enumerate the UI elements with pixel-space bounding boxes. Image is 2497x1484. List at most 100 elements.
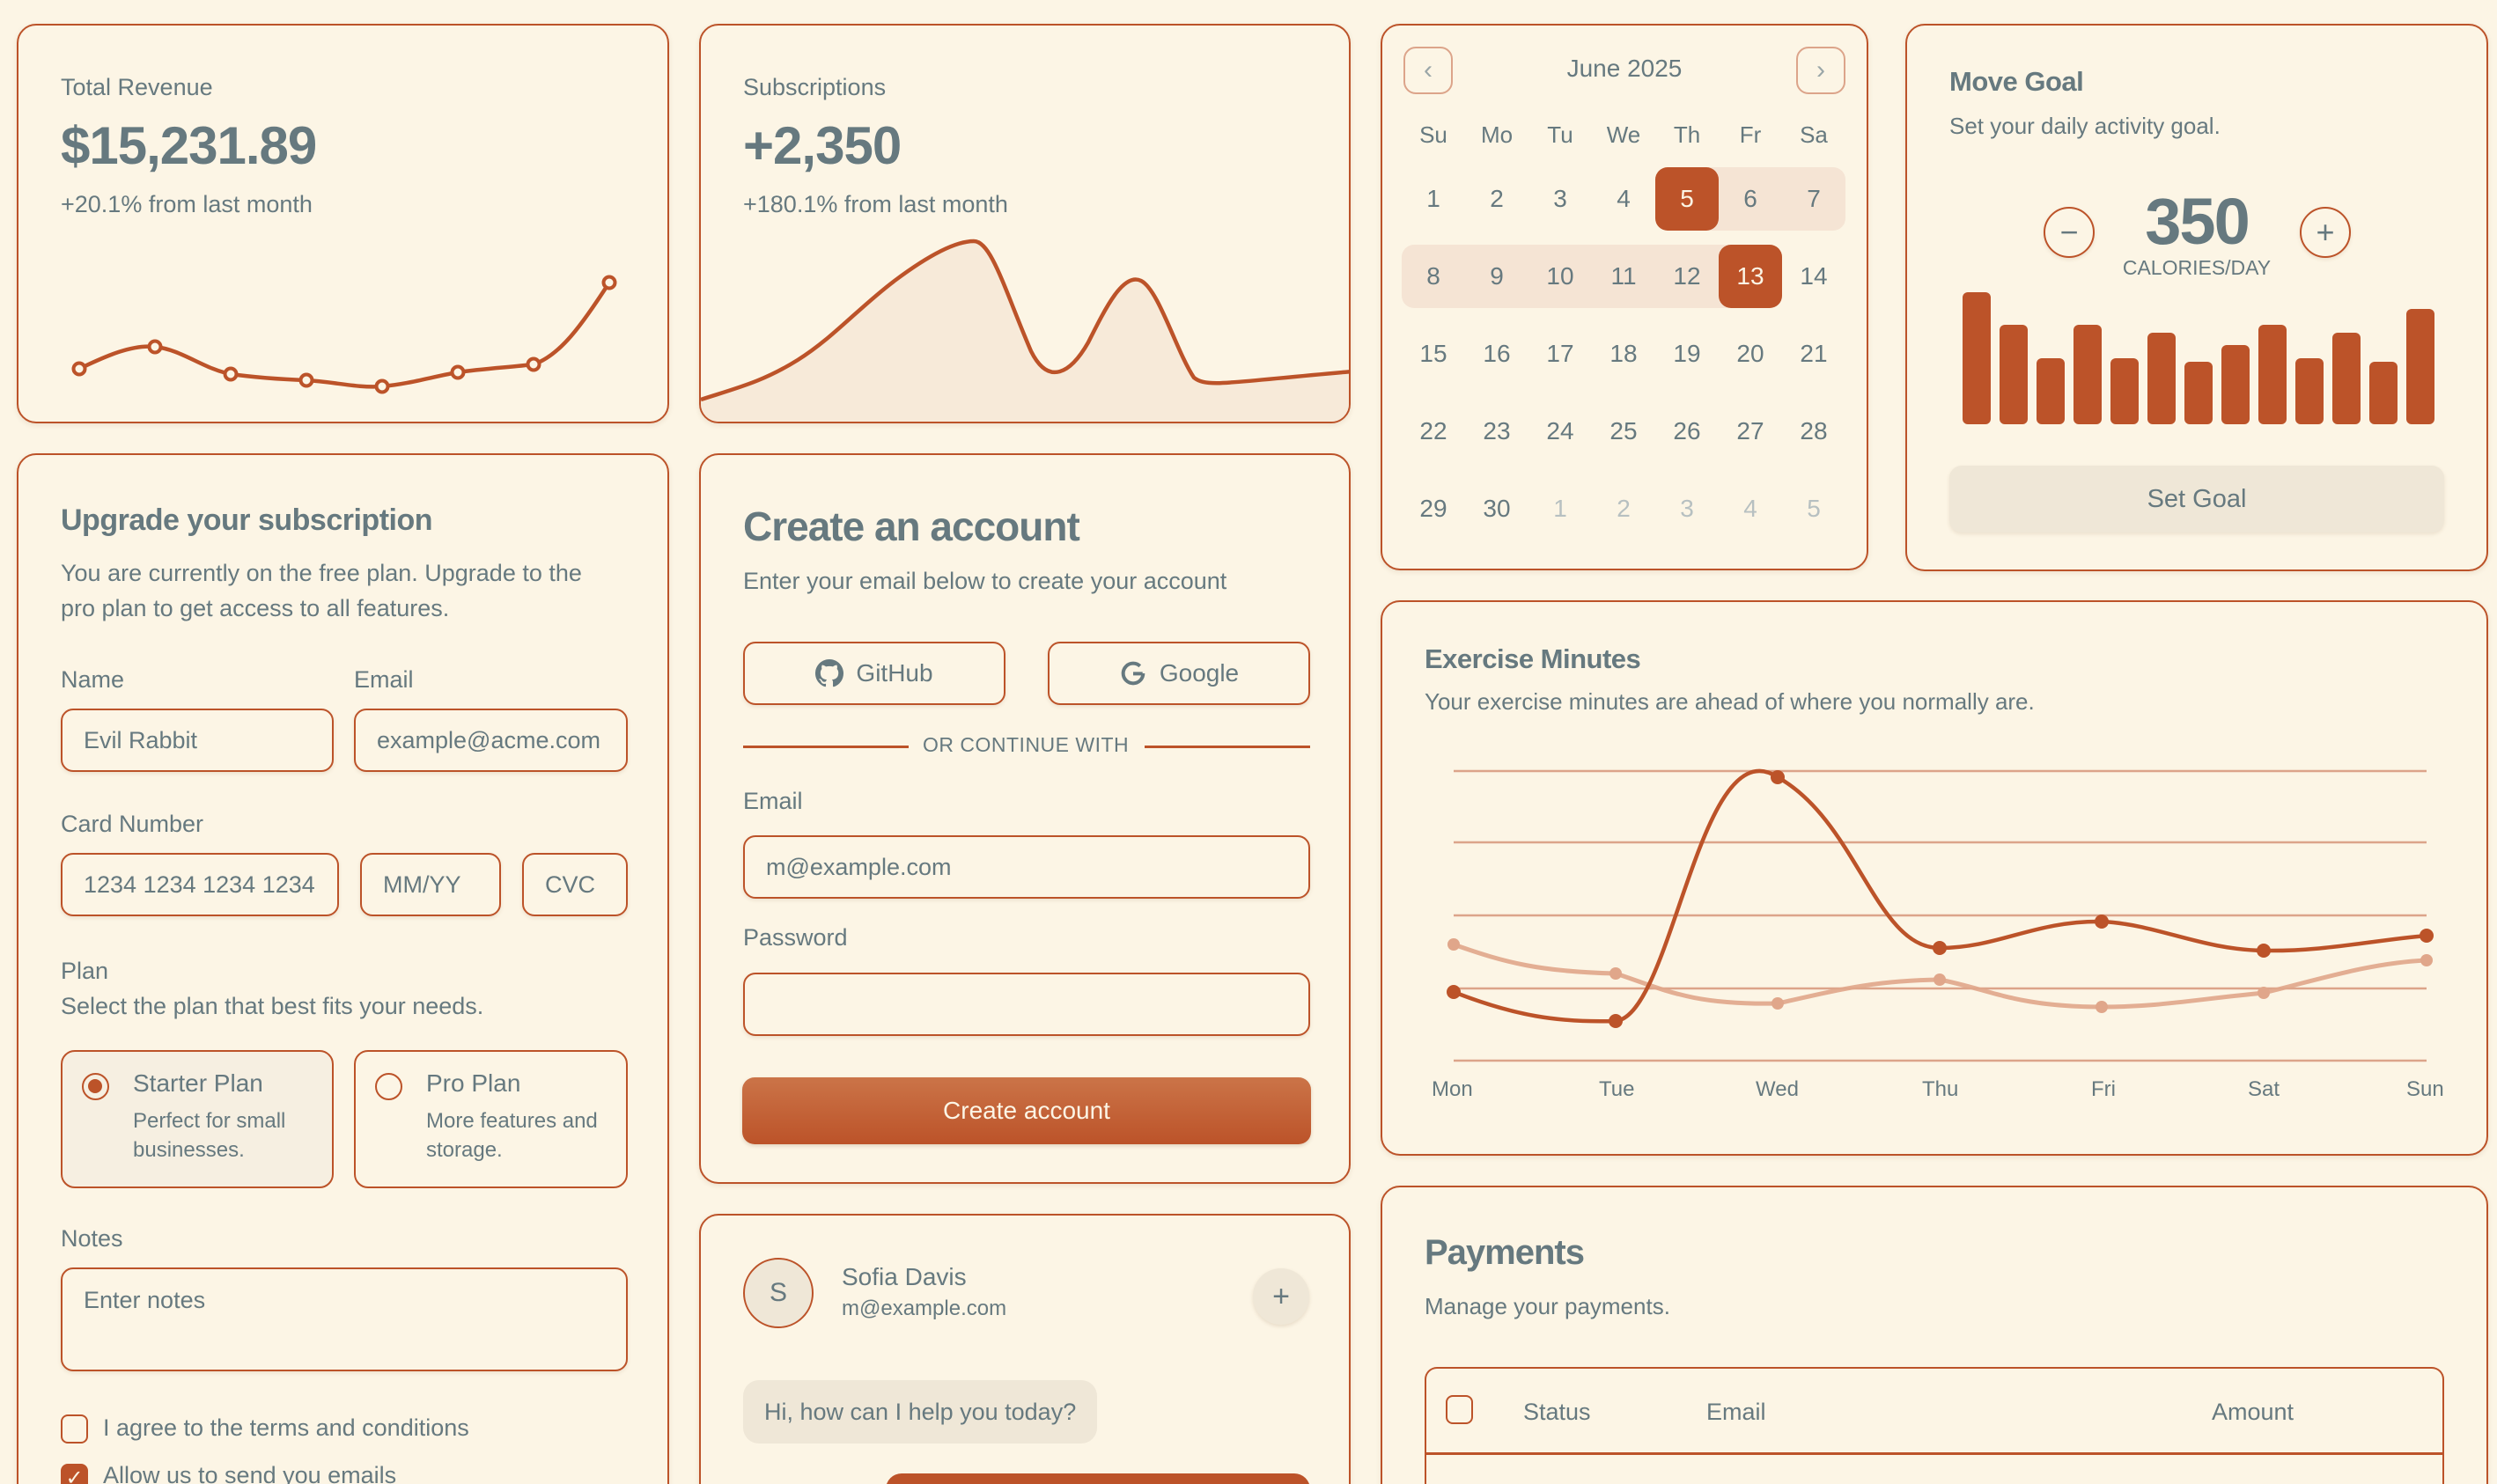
goal-bar bbox=[2332, 333, 2361, 424]
goal-bar bbox=[2184, 362, 2213, 424]
calendar-day[interactable]: 14 bbox=[1800, 262, 1828, 290]
select-all-checkbox[interactable] bbox=[1446, 1395, 1473, 1424]
terms-checkbox[interactable] bbox=[61, 1414, 88, 1444]
calendar-day[interactable]: 15 bbox=[1419, 340, 1447, 367]
calendar-day[interactable]: 29 bbox=[1419, 495, 1447, 522]
upgrade-title: Upgrade your subscription bbox=[61, 503, 433, 537]
emails-checkbox[interactable]: ✓ bbox=[61, 1464, 88, 1484]
email-input[interactable]: example@acme.com bbox=[354, 709, 628, 772]
calendar-day[interactable]: 3 bbox=[1553, 185, 1567, 212]
calendar-day-outside-month[interactable]: 1 bbox=[1553, 495, 1567, 522]
password-input[interactable] bbox=[743, 973, 1310, 1036]
goal-bar bbox=[2258, 325, 2287, 424]
card-number-label: Card Number bbox=[61, 811, 204, 837]
cvc-input[interactable]: CVC bbox=[522, 853, 628, 916]
exercise-description: Your exercise minutes are ahead of where… bbox=[1425, 688, 2035, 715]
calendar-day[interactable]: 30 bbox=[1483, 495, 1511, 522]
x-axis-label: Mon bbox=[1432, 1077, 1473, 1101]
expiry-input[interactable]: MM/YY bbox=[360, 853, 501, 916]
create-account-card: Create an account Enter your email below… bbox=[699, 453, 1351, 1184]
payments-title: Payments bbox=[1425, 1233, 1585, 1272]
calendar-day[interactable]: 20 bbox=[1736, 340, 1764, 367]
terms-label: I agree to the terms and conditions bbox=[103, 1414, 469, 1441]
plan-label: Plan bbox=[61, 958, 109, 984]
column-header-email[interactable]: Email bbox=[1706, 1399, 1766, 1425]
calendar-day[interactable]: 17 bbox=[1546, 340, 1574, 367]
subscriptions-label: Subscriptions bbox=[743, 74, 887, 100]
github-icon bbox=[815, 659, 844, 687]
calendar-day[interactable]: 23 bbox=[1483, 417, 1511, 444]
add-contact-button[interactable]: + bbox=[1253, 1268, 1309, 1325]
calendar-day-range-end[interactable]: 13 bbox=[1719, 245, 1782, 308]
plan-description-text: Perfect for small businesses. bbox=[133, 1109, 286, 1162]
weekday-label: Fr bbox=[1739, 121, 1762, 148]
decrement-button[interactable]: − bbox=[2044, 207, 2095, 258]
contact-email: m@example.com bbox=[842, 1297, 1007, 1320]
column-header-status[interactable]: Status bbox=[1523, 1399, 1591, 1425]
card-number-input[interactable]: 1234 1234 1234 1234 bbox=[61, 853, 339, 916]
chat-card: S Sofia Davis m@example.com + Hi, how ca… bbox=[699, 1214, 1351, 1484]
calendar-day[interactable]: 1 bbox=[1426, 185, 1440, 212]
google-button[interactable]: Google bbox=[1048, 642, 1310, 705]
calendar-day-outside-month[interactable]: 3 bbox=[1680, 495, 1694, 522]
google-icon bbox=[1121, 661, 1145, 686]
account-email-input[interactable]: m@example.com bbox=[743, 835, 1310, 899]
calendar-day[interactable]: 4 bbox=[1617, 185, 1631, 212]
calendar-day-outside-month[interactable]: 4 bbox=[1743, 495, 1757, 522]
create-account-button[interactable]: Create account bbox=[742, 1077, 1311, 1144]
calendar-week-row: 22 23 24 25 26 27 28 bbox=[1402, 393, 1846, 470]
calendar-day[interactable]: 10 bbox=[1546, 262, 1574, 290]
name-input[interactable]: Evil Rabbit bbox=[61, 709, 334, 772]
calendar-day[interactable]: 8 bbox=[1426, 262, 1440, 290]
calendar-day[interactable]: 16 bbox=[1483, 340, 1511, 367]
weekday-label: We bbox=[1606, 121, 1641, 148]
set-goal-button[interactable]: Set Goal bbox=[1949, 466, 2444, 533]
calendar-prev-button[interactable]: ‹ bbox=[1403, 47, 1453, 94]
radio-unchecked-icon[interactable] bbox=[375, 1073, 402, 1100]
increment-button[interactable]: + bbox=[2300, 207, 2351, 258]
calendar-day[interactable]: 27 bbox=[1736, 417, 1764, 444]
notes-textarea[interactable]: Enter notes bbox=[61, 1267, 628, 1371]
calendar-day[interactable]: 21 bbox=[1800, 340, 1828, 367]
goal-value: 350 bbox=[2145, 185, 2250, 258]
calendar-day-range-start[interactable]: 5 bbox=[1655, 167, 1719, 231]
plus-icon: + bbox=[2316, 214, 2335, 250]
calendar-next-button[interactable]: › bbox=[1796, 47, 1845, 94]
goal-bar bbox=[2073, 325, 2102, 424]
subscriptions-delta: +180.1% from last month bbox=[743, 191, 1008, 217]
column-header-amount[interactable]: Amount bbox=[2212, 1399, 2294, 1425]
calendar-day[interactable]: 7 bbox=[1807, 185, 1821, 212]
calendar-day[interactable]: 2 bbox=[1490, 185, 1504, 212]
name-label: Name bbox=[61, 666, 125, 693]
calendar-day[interactable]: 9 bbox=[1490, 262, 1504, 290]
goal-bar bbox=[2295, 358, 2324, 424]
weekday-label: Tu bbox=[1547, 121, 1573, 148]
plan-option-starter[interactable]: Starter Plan Perfect for small businesse… bbox=[61, 1050, 334, 1188]
subscriptions-value: +2,350 bbox=[743, 116, 902, 175]
x-axis-label: Thu bbox=[1922, 1077, 1959, 1101]
calendar-day[interactable]: 26 bbox=[1673, 417, 1701, 444]
calendar-day[interactable]: 19 bbox=[1673, 340, 1701, 367]
github-button[interactable]: GitHub bbox=[743, 642, 1005, 705]
calendar-day[interactable]: 18 bbox=[1609, 340, 1638, 367]
radio-checked-icon[interactable] bbox=[82, 1073, 109, 1100]
calendar-day[interactable]: 24 bbox=[1546, 417, 1574, 444]
calendar-day-outside-month[interactable]: 5 bbox=[1807, 495, 1821, 522]
chat-message-incoming: Hi, how can I help you today? bbox=[743, 1380, 1098, 1444]
calendar-day[interactable]: 11 bbox=[1610, 262, 1637, 290]
calendar-day[interactable]: 6 bbox=[1743, 185, 1757, 212]
calendar-day[interactable]: 12 bbox=[1673, 262, 1701, 290]
revenue-line-chart bbox=[71, 275, 617, 394]
contact-name: Sofia Davis bbox=[842, 1263, 967, 1290]
exercise-line-chart bbox=[1447, 768, 2434, 1062]
plan-option-pro[interactable]: Pro Plan More features and storage. bbox=[354, 1050, 628, 1188]
notes-label: Notes bbox=[61, 1225, 123, 1252]
goal-bar bbox=[2406, 309, 2434, 424]
upgrade-subscription-card: Upgrade your subscription You are curren… bbox=[17, 453, 669, 1484]
plan-name: Starter Plan bbox=[133, 1069, 263, 1097]
calendar-day[interactable]: 25 bbox=[1609, 417, 1638, 444]
calendar-day-outside-month[interactable]: 2 bbox=[1617, 495, 1631, 522]
calendar-day[interactable]: 22 bbox=[1419, 417, 1447, 444]
calendar-day[interactable]: 28 bbox=[1800, 417, 1828, 444]
divider-left bbox=[743, 746, 909, 748]
